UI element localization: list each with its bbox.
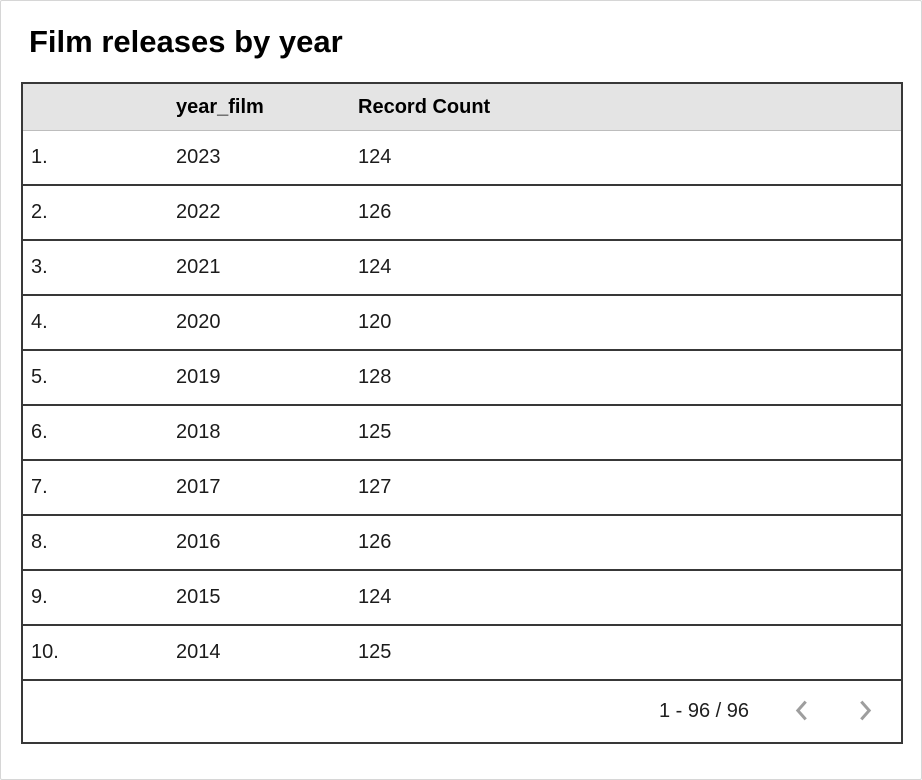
cell-record-count: 120 [358,311,392,333]
row-index: 8. [31,531,48,553]
row-index: 5. [31,366,48,388]
cell-year-film: 2022 [176,201,221,223]
row-index: 6. [31,421,48,443]
pagination-range: 1 - 96 / 96 [658,700,749,722]
cell-year-film: 2014 [176,641,221,663]
table-row: 1. 2023 124 [23,131,901,186]
cell-year-film: 2017 [176,476,221,498]
cell-record-count: 124 [358,586,392,608]
header-record-count[interactable]: Record Count [358,95,491,118]
cell-year-film: 2015 [176,586,221,608]
chart-title: Film releases by year [29,24,343,59]
table-row: 7. 2017 127 [23,461,901,516]
table-row: 4. 2020 120 [23,296,901,351]
table-row: 10. 2014 125 [23,626,901,681]
table-row: 8. 2016 126 [23,516,901,571]
row-index: 3. [31,256,48,278]
cell-record-count: 124 [358,256,392,278]
cell-record-count: 124 [358,146,392,168]
table-row: 9. 2015 124 [23,571,901,626]
row-index: 7. [31,476,48,498]
cell-record-count: 126 [358,531,392,553]
cell-year-film: 2018 [176,421,221,443]
cell-record-count: 125 [358,421,392,443]
cell-year-film: 2019 [176,366,221,388]
table-row: 5. 2019 128 [23,351,901,406]
header-year-film[interactable]: year_film [176,95,264,118]
row-index: 1. [31,146,48,168]
row-index: 2. [31,201,48,223]
chevron-right-icon [858,700,873,724]
next-page-button[interactable] [847,694,883,730]
data-table: year_film Record Count 1. 2023 124 2. 20… [21,82,903,744]
cell-record-count: 125 [358,641,392,663]
prev-page-button[interactable] [783,694,819,730]
cell-year-film: 2020 [176,311,221,333]
row-index: 4. [31,311,48,333]
cell-record-count: 126 [358,201,392,223]
cell-year-film: 2023 [176,146,221,168]
cell-record-count: 127 [358,476,392,498]
chevron-left-icon [794,700,809,724]
table-row: 2. 2022 126 [23,186,901,241]
table-footer: 1 - 96 / 96 [23,681,901,742]
row-index: 9. [31,586,48,608]
cell-year-film: 2016 [176,531,221,553]
table-row: 3. 2021 124 [23,241,901,296]
table-row: 6. 2018 125 [23,406,901,461]
cell-record-count: 128 [358,366,392,388]
row-index: 10. [31,641,59,663]
cell-year-film: 2021 [176,256,221,278]
table-header: year_film Record Count [23,84,901,131]
